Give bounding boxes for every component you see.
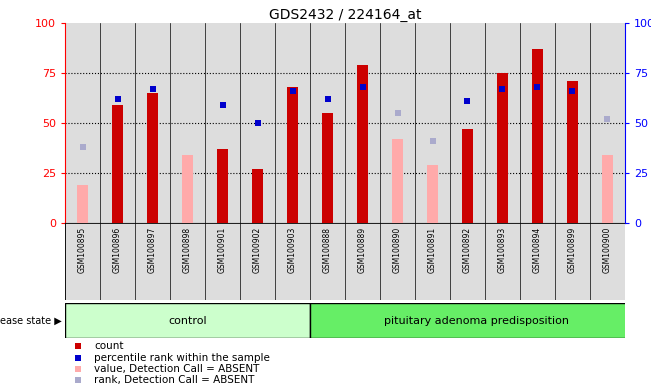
Text: GSM100895: GSM100895 bbox=[78, 227, 87, 273]
Bar bbox=[393, 139, 403, 223]
Text: GSM100893: GSM100893 bbox=[498, 227, 507, 273]
Bar bbox=[182, 155, 193, 223]
Text: GSM100900: GSM100900 bbox=[603, 227, 612, 273]
Bar bbox=[322, 113, 333, 223]
Bar bbox=[275, 23, 310, 223]
Text: value, Detection Call = ABSENT: value, Detection Call = ABSENT bbox=[94, 364, 260, 374]
Bar bbox=[310, 23, 345, 223]
Bar bbox=[113, 105, 123, 223]
Bar bbox=[415, 23, 450, 223]
Bar bbox=[533, 49, 543, 223]
Text: GSM100890: GSM100890 bbox=[393, 227, 402, 273]
Bar bbox=[287, 87, 298, 223]
Bar bbox=[520, 23, 555, 223]
Bar bbox=[205, 23, 240, 223]
Text: GSM100903: GSM100903 bbox=[288, 227, 297, 273]
Bar bbox=[147, 93, 158, 223]
Text: count: count bbox=[94, 341, 124, 351]
Text: GSM100888: GSM100888 bbox=[323, 227, 332, 273]
Bar bbox=[380, 23, 415, 223]
Bar bbox=[345, 23, 380, 223]
Bar bbox=[450, 23, 485, 223]
Title: GDS2432 / 224164_at: GDS2432 / 224164_at bbox=[269, 8, 421, 22]
Text: GSM100898: GSM100898 bbox=[183, 227, 192, 273]
Bar bbox=[170, 23, 205, 223]
Text: control: control bbox=[168, 316, 207, 326]
Text: GSM100897: GSM100897 bbox=[148, 227, 157, 273]
Bar bbox=[135, 23, 170, 223]
Bar bbox=[462, 129, 473, 223]
Text: GSM100889: GSM100889 bbox=[358, 227, 367, 273]
Bar bbox=[427, 165, 437, 223]
Text: percentile rank within the sample: percentile rank within the sample bbox=[94, 353, 270, 363]
Text: GSM100902: GSM100902 bbox=[253, 227, 262, 273]
Bar bbox=[555, 23, 590, 223]
Bar bbox=[253, 169, 263, 223]
Text: GSM100891: GSM100891 bbox=[428, 227, 437, 273]
Bar bbox=[65, 303, 310, 338]
Bar bbox=[240, 23, 275, 223]
Bar bbox=[100, 23, 135, 223]
Text: GSM100901: GSM100901 bbox=[218, 227, 227, 273]
Bar bbox=[217, 149, 228, 223]
Text: GSM100894: GSM100894 bbox=[533, 227, 542, 273]
Bar bbox=[77, 185, 88, 223]
Text: GSM100892: GSM100892 bbox=[463, 227, 472, 273]
Text: rank, Detection Call = ABSENT: rank, Detection Call = ABSENT bbox=[94, 375, 255, 384]
Bar bbox=[590, 23, 625, 223]
Bar bbox=[310, 303, 643, 338]
Bar bbox=[485, 23, 520, 223]
Text: GSM100896: GSM100896 bbox=[113, 227, 122, 273]
Bar bbox=[65, 23, 100, 223]
Text: GSM100899: GSM100899 bbox=[568, 227, 577, 273]
Bar bbox=[497, 73, 508, 223]
Bar bbox=[567, 81, 577, 223]
Bar bbox=[602, 155, 613, 223]
Bar bbox=[357, 65, 368, 223]
Text: pituitary adenoma predisposition: pituitary adenoma predisposition bbox=[383, 316, 569, 326]
Text: disease state ▶: disease state ▶ bbox=[0, 316, 62, 326]
